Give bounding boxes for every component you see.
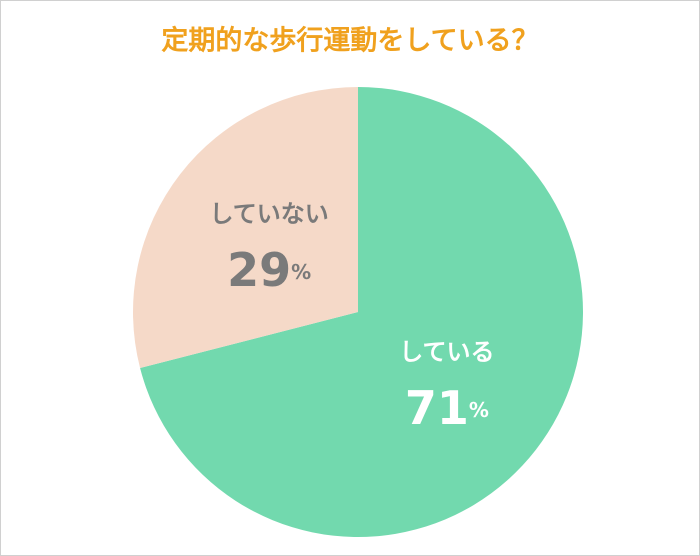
slice-label: していない xyxy=(209,200,328,228)
value-label: 71% xyxy=(405,380,489,434)
value-unit: % xyxy=(469,397,489,421)
chart-title: 定期的な歩行運動をしている？ xyxy=(161,25,538,57)
value-number: 29 xyxy=(227,243,291,297)
value-label: 29% xyxy=(227,243,311,297)
value-unit: % xyxy=(291,260,311,284)
pie-slice xyxy=(132,87,358,368)
value-number: 71 xyxy=(405,380,469,434)
pie-slice xyxy=(140,87,583,537)
slice-label: している xyxy=(399,338,494,366)
